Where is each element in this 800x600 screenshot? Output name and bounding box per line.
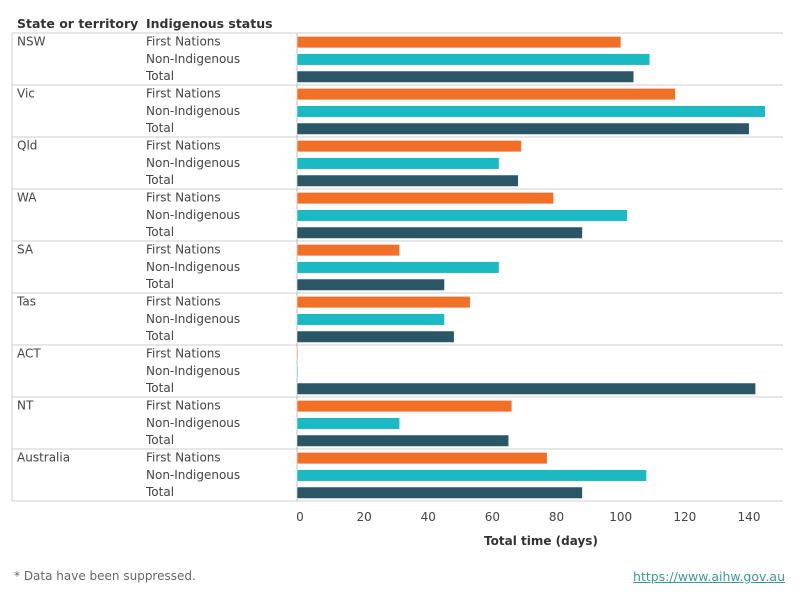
status-label: Non-Indigenous [146, 468, 240, 482]
status-label: First Nations [146, 399, 221, 413]
status-label: Non-Indigenous [146, 260, 240, 274]
state-label: Australia [17, 451, 70, 465]
bar [296, 382, 756, 395]
bar [296, 105, 766, 118]
x-tick-label: 140 [738, 510, 761, 524]
status-label: Non-Indigenous [146, 104, 240, 118]
status-label: First Nations [146, 243, 221, 257]
status-label: Total [145, 381, 174, 395]
x-tick-label: 40 [421, 510, 436, 524]
status-label: Total [145, 69, 174, 83]
x-axis-label: Total time (days) [484, 534, 598, 548]
state-column-header: State or territory [17, 16, 139, 31]
bar [296, 365, 299, 378]
status-label: Non-Indigenous [146, 416, 240, 430]
bar [296, 434, 509, 447]
status-label: Non-Indigenous [146, 208, 240, 222]
status-label: First Nations [146, 191, 221, 205]
status-label: Non-Indigenous [146, 52, 240, 66]
status-label: Total [145, 121, 174, 135]
state-label: WA [17, 191, 37, 205]
bar [296, 88, 676, 101]
status-label: First Nations [146, 35, 221, 49]
status-label: First Nations [146, 295, 221, 309]
status-label: First Nations [146, 87, 221, 101]
bar [296, 452, 548, 465]
bar [296, 140, 522, 153]
bar [296, 157, 500, 170]
state-label: NSW [17, 35, 46, 49]
status-label: Total [145, 329, 174, 343]
x-tick-label: 100 [609, 510, 632, 524]
bar [296, 348, 299, 361]
source-link[interactable]: https://www.aihw.gov.au [633, 569, 785, 584]
status-label: Total [145, 173, 174, 187]
bar [296, 122, 750, 135]
bar [296, 330, 455, 343]
status-label: Non-Indigenous [146, 364, 240, 378]
footnote: * Data have been suppressed. [14, 569, 196, 583]
status-label: Total [145, 433, 174, 447]
state-label: Tas [16, 295, 36, 309]
bar [296, 400, 513, 413]
x-tick-label: 120 [673, 510, 696, 524]
status-column-header: Indigenous status [146, 16, 273, 31]
bar [296, 174, 519, 187]
status-label: Non-Indigenous [146, 156, 240, 170]
x-tick-label: 60 [485, 510, 500, 524]
bar [296, 226, 583, 239]
bar [296, 53, 651, 66]
bar [296, 278, 445, 291]
x-tick-label: 80 [549, 510, 564, 524]
bar [296, 261, 500, 274]
x-tick-label: 20 [357, 510, 372, 524]
status-label: First Nations [146, 139, 221, 153]
state-label: ACT [17, 347, 41, 361]
bar [296, 209, 628, 222]
bar [296, 70, 634, 83]
bar [296, 36, 622, 49]
bar [296, 296, 471, 309]
state-label: NT [17, 399, 34, 413]
status-label: First Nations [146, 451, 221, 465]
bar [296, 244, 400, 257]
state-label: Qld [17, 139, 37, 153]
bar [296, 486, 583, 499]
bar [296, 192, 554, 205]
status-label: Total [145, 225, 174, 239]
status-label: Total [145, 485, 174, 499]
status-label: Non-Indigenous [146, 312, 240, 326]
bar [296, 417, 400, 430]
status-label: Total [145, 277, 174, 291]
bar [296, 313, 445, 326]
state-label: SA [17, 243, 34, 257]
state-label: Vic [17, 87, 35, 101]
bar [296, 469, 647, 482]
x-tick-label: 0 [296, 510, 304, 524]
status-label: First Nations [146, 347, 221, 361]
